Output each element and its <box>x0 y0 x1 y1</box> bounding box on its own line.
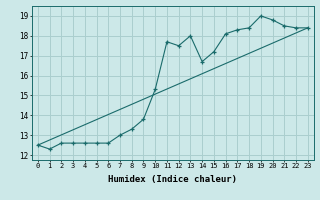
X-axis label: Humidex (Indice chaleur): Humidex (Indice chaleur) <box>108 175 237 184</box>
